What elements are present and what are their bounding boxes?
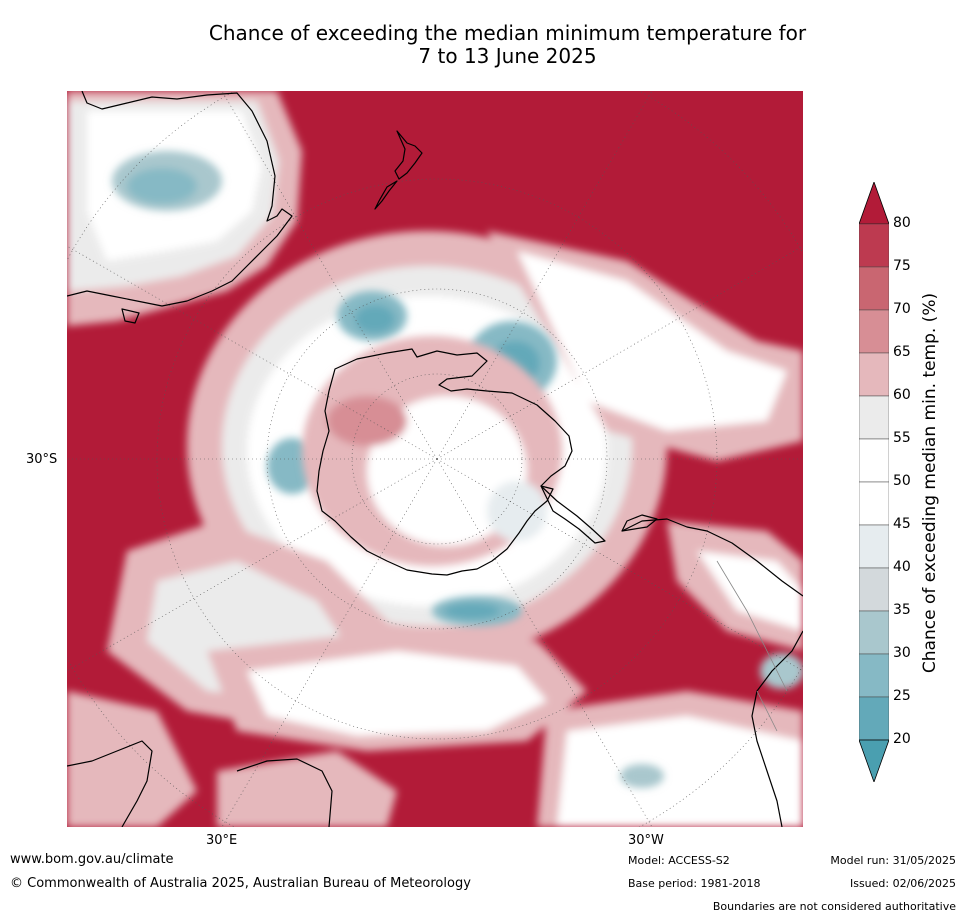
colorbar-tick-40: 40	[893, 559, 911, 575]
tasmania-coast	[121, 308, 140, 324]
colorbar-tick-35: 35	[893, 602, 911, 618]
lat-label-30s: 30°S	[26, 452, 58, 467]
africa-coast	[67, 740, 333, 827]
copyright-text: © Commonwealth of Australia 2025, Austra…	[10, 876, 471, 891]
model-name: Model: ACCESS-S2	[628, 854, 730, 867]
lon-label-30w: 30°W	[628, 833, 664, 848]
antarctica-coast	[316, 348, 573, 576]
colorbar	[859, 182, 889, 782]
graticule	[67, 91, 803, 827]
chart-title: Chance of exceeding the median minimum t…	[140, 22, 875, 68]
colorbar-band-60-65	[859, 352, 889, 397]
issued-date: Issued: 02/06/2025	[849, 877, 956, 890]
new-zealand-coast	[374, 130, 423, 210]
colorbar-tick-55: 55	[893, 430, 911, 446]
colorbar-band-75-80	[859, 223, 889, 268]
country-borders	[716, 560, 788, 732]
colorbar-tick-70: 70	[893, 301, 911, 317]
colorbar-extend-top	[859, 182, 889, 225]
colorbar-extend-bottom	[859, 739, 889, 782]
colorbar-tick-75: 75	[893, 258, 911, 274]
colorbar-band-45-50	[859, 481, 889, 526]
colorbar-title: Chance of exceeding median min. temp. (%…	[920, 292, 940, 674]
south-america-coast	[621, 518, 803, 827]
australia-coast	[67, 91, 293, 307]
colorbar-tick-20: 20	[893, 731, 911, 747]
lon-label-30e: 30°E	[206, 833, 238, 848]
colorbar-tick-50: 50	[893, 473, 911, 489]
colorbar-band-25-30	[859, 653, 889, 698]
colorbar-band-50-55	[859, 438, 889, 483]
title-line-1: Chance of exceeding the median minimum t…	[208, 21, 807, 45]
title-line-2: 7 to 13 June 2025	[418, 44, 597, 68]
colorbar-tick-65: 65	[893, 344, 911, 360]
tierra-del-fuego-coast	[621, 514, 658, 532]
antarctica-interior	[302, 336, 562, 566]
model-run-date: Model run: 31/05/2025	[830, 854, 956, 867]
colorbar-tick-30: 30	[893, 645, 911, 661]
coastlines	[67, 91, 803, 827]
base-period: Base period: 1981-2018	[628, 877, 761, 890]
colorbar-band-30-35	[859, 610, 889, 655]
colorbar-tick-80: 80	[893, 215, 911, 231]
colorbar-tick-60: 60	[893, 387, 911, 403]
colorbar-band-40-45	[859, 524, 889, 569]
colorbar-band-55-60	[859, 395, 889, 440]
colorbar-band-35-40	[859, 567, 889, 612]
antarctic-peninsula-coast	[540, 485, 606, 544]
website-link[interactable]: www.bom.gov.au/climate	[10, 852, 174, 867]
colorbar-band-20-25	[859, 696, 889, 741]
colorbar-tick-45: 45	[893, 516, 911, 532]
polar-map	[67, 91, 803, 827]
colorbar-tick-25: 25	[893, 688, 911, 704]
colorbar-band-65-70	[859, 309, 889, 354]
boundaries-disclaimer: Boundaries are not considered authoritat…	[712, 900, 956, 913]
colorbar-band-70-75	[859, 266, 889, 311]
